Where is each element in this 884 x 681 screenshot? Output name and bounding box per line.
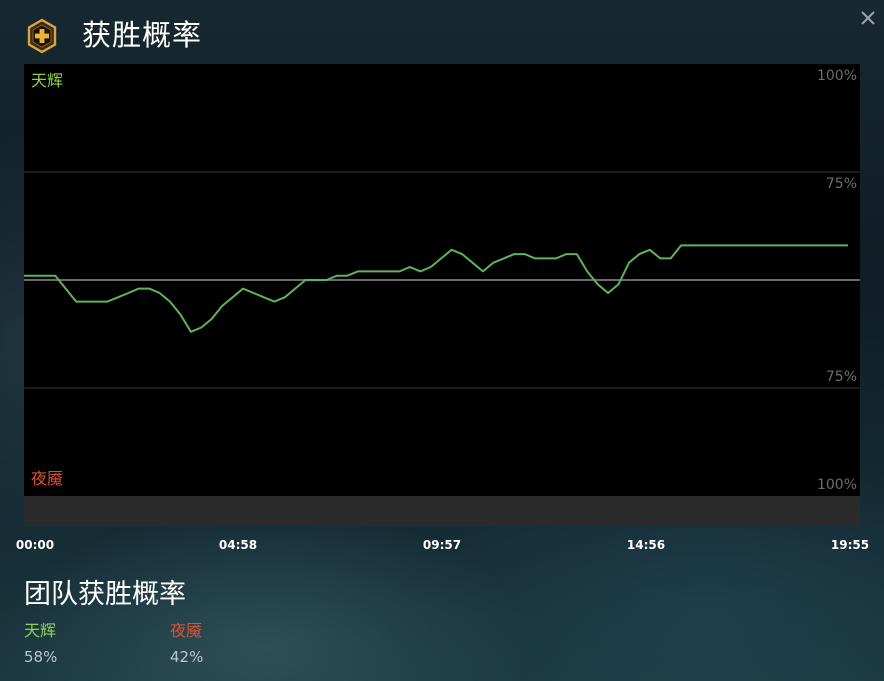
dire-win-percent: 42% — [170, 648, 204, 666]
team-win-probability-title: 团队获胜概率 — [24, 579, 186, 610]
time-tick-label: 04:58 — [218, 538, 258, 552]
chart-canvas — [24, 171, 860, 389]
chart-footer-bar — [24, 496, 860, 526]
dire-side-label: 夜魇 — [31, 469, 64, 488]
tick-label-upper: 75% — [825, 176, 857, 192]
header: 获胜概率 — [0, 0, 884, 64]
page-title: 获胜概率 — [82, 18, 203, 52]
tick-label-top: 100% — [816, 68, 857, 84]
win-probability-chart: 天辉 夜魇 100% 75% 75% 100% — [24, 64, 860, 496]
time-tick-label: 09:57 — [422, 538, 462, 552]
tick-label-lower: 75% — [825, 369, 857, 385]
time-tick-label: 14:56 — [626, 538, 666, 552]
close-icon[interactable] — [856, 6, 880, 30]
plus-shield-icon — [27, 18, 57, 54]
tick-label-bottom: 100% — [816, 477, 857, 493]
win-probability-line — [24, 244, 848, 333]
time-tick-label: 19:55 — [830, 538, 870, 552]
radiant-win-percent: 58% — [24, 648, 58, 666]
radiant-team-label: 天辉 — [24, 621, 57, 640]
dire-team-label: 夜魇 — [170, 621, 203, 640]
time-tick-label: 00:00 — [15, 538, 55, 552]
radiant-side-label: 天辉 — [31, 71, 64, 90]
